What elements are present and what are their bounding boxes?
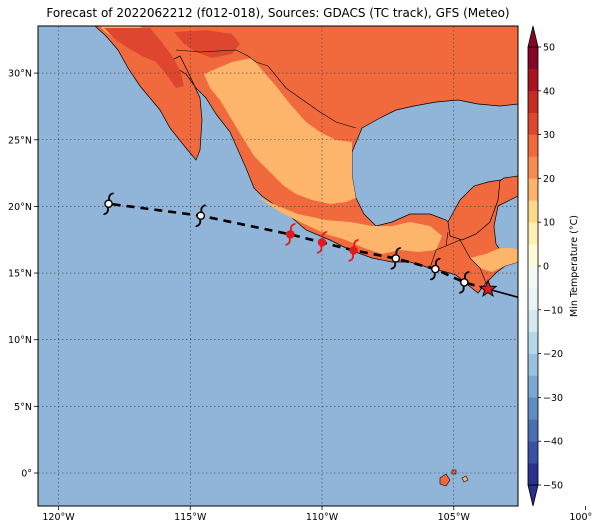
- cyclone-forecast-point: [316, 231, 328, 254]
- colorbar-tick-label: 30: [543, 130, 555, 141]
- map-panel: [38, 26, 518, 506]
- colorbar-segment: [528, 112, 538, 135]
- cyclone-forecast-point: [390, 247, 402, 270]
- lat-tick-label: 10°N: [8, 335, 32, 346]
- colorbar: [527, 25, 539, 507]
- latitude-labels: 30°N 25°N 20°N 15°N 10°N 5°N 0°: [8, 69, 38, 480]
- lat-tick-label: 0°: [21, 469, 32, 480]
- land-temp-10-20-east: [470, 248, 518, 272]
- colorbar-segment: [528, 287, 538, 311]
- colorbar-tick-label: −30: [543, 393, 563, 404]
- galapagos-islands: [439, 469, 469, 487]
- land-temp-10-20: [204, 58, 356, 204]
- colorbar-tick-label: −10: [543, 305, 563, 316]
- colorbar-segment: [528, 134, 538, 157]
- lat-tick-label: 5°N: [14, 402, 32, 413]
- colorbar-segment: [528, 353, 538, 376]
- colorbar-segment: [528, 463, 538, 486]
- colorbar-ticks: 50 40 30 20 10 0 −10 −20 −30 −40 −50: [538, 43, 563, 492]
- colorbar-segment: [528, 200, 538, 223]
- colorbar-tick-label: 20: [543, 174, 555, 185]
- cyclone-forecast-point: [195, 204, 207, 227]
- map-frame: [37, 25, 519, 507]
- lat-tick-label: 30°N: [8, 69, 32, 80]
- forecast-points: [102, 192, 470, 294]
- colorbar-tick-label: 10: [543, 218, 555, 229]
- colorbar-segment: [528, 47, 538, 70]
- current-position-star: [478, 279, 498, 298]
- colorbar-tick-label: 0: [543, 262, 549, 273]
- colorbar-tick-label: 50: [543, 43, 555, 54]
- lon-tick-label: 110°W: [306, 512, 339, 523]
- colorbar-tick-label: 40: [543, 86, 555, 97]
- colorbar-tick-label: −20: [543, 349, 563, 360]
- colorbar-segment: [528, 244, 538, 267]
- cyclone-forecast-point: [347, 239, 360, 262]
- colorbar-extend-min: [527, 484, 539, 507]
- colorbar-tick-label: −50: [543, 481, 563, 492]
- land-temp-30-40-b: [174, 30, 240, 58]
- lon-tick-label: 120°W: [42, 512, 75, 523]
- cyclone-forecast-point: [102, 192, 115, 215]
- cyclone-forecast-point: [284, 223, 297, 246]
- colorbar-segment: [528, 375, 538, 398]
- colorbar-label: Min Temperature (°C): [569, 215, 580, 317]
- lon-tick-label: 115°W: [174, 512, 207, 523]
- central-america-borders: [429, 231, 487, 284]
- colorbar-segment: [528, 441, 538, 464]
- colorbar-segment: [528, 309, 538, 332]
- colorbar-segment: [528, 178, 538, 201]
- land-temp-10-20-south: [256, 196, 442, 254]
- colorbar-segment: [528, 331, 538, 354]
- map-gridlines: [38, 26, 518, 506]
- us-mexico-border: [175, 49, 357, 129]
- cyclone-forecast-point: [429, 257, 441, 281]
- colorbar-segment: [528, 156, 538, 179]
- land-yucatan: [447, 179, 501, 241]
- colorbar-segment: [528, 419, 538, 442]
- land-mexico: [94, 26, 518, 294]
- colorbar-extend-max: [527, 25, 539, 48]
- lat-tick-label: 15°N: [8, 269, 32, 280]
- colorbar-tick-label: −40: [543, 437, 563, 448]
- colorbar-segment: [528, 266, 538, 289]
- map-title: Forecast of 2022062212 (f012-018), Sourc…: [46, 6, 510, 20]
- lat-tick-label: 20°N: [8, 202, 32, 213]
- cyclone-forecast-point: [458, 271, 470, 294]
- lon-tick-label: 105°W: [438, 512, 471, 523]
- colorbar-segment: [528, 397, 538, 420]
- lat-tick-label: 25°N: [8, 135, 32, 146]
- colorbar-segment: [528, 68, 538, 92]
- colorbar-segment: [528, 90, 538, 113]
- colorbar-segment: [528, 222, 538, 245]
- lon-tick-label: 100°W: [569, 512, 592, 523]
- land-temp-30-40: [104, 28, 184, 88]
